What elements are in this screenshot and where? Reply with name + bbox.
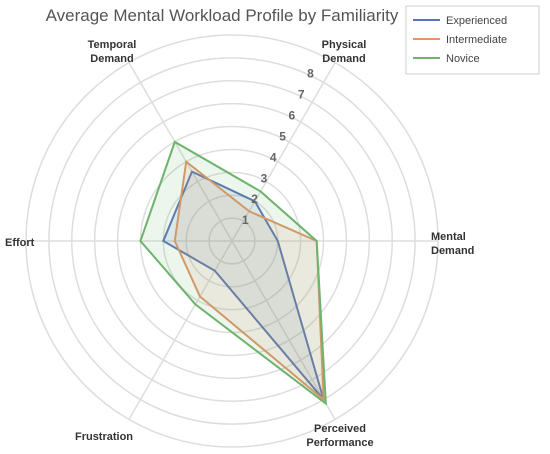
axis-label-temporal-demand: Temporal Demand	[88, 39, 137, 65]
legend: Experienced Intermediate Novice	[405, 5, 540, 75]
axis-labels: Mental Demand Perceived Performance Frustrat…	[5, 39, 474, 449]
axis-label-perceived-performance: Perceived Performance	[306, 423, 373, 449]
radar-series	[139, 140, 327, 406]
tick-label-3: 3	[261, 171, 268, 185]
legend-label-experienced: Experienced	[446, 15, 507, 27]
tick-label-4: 4	[270, 150, 277, 164]
tick-label-8: 8	[307, 67, 314, 81]
legend-label-novice: Novice	[446, 53, 480, 65]
tick-label-6: 6	[289, 109, 296, 123]
tick-label-2: 2	[251, 192, 258, 206]
tick-label-7: 7	[298, 88, 305, 102]
chart-title: Average Mental Workload Profile by Famil…	[46, 6, 399, 25]
tick-label-5: 5	[279, 129, 286, 143]
axis-label-mental-demand: Mental Demand	[431, 231, 474, 257]
spoke-1	[231, 240, 336, 420]
spoke-4	[128, 62, 233, 242]
axis-label-effort: Effort	[5, 237, 35, 249]
series-novice-area	[139, 140, 327, 406]
axis-label-frustration: Frustration	[75, 431, 133, 443]
legend-label-intermediate: Intermediate	[446, 34, 507, 46]
series-intermediate-area	[173, 159, 325, 402]
axis-label-physical-demand: Physical Demand	[322, 39, 367, 65]
tick-label-1: 1	[242, 213, 249, 227]
